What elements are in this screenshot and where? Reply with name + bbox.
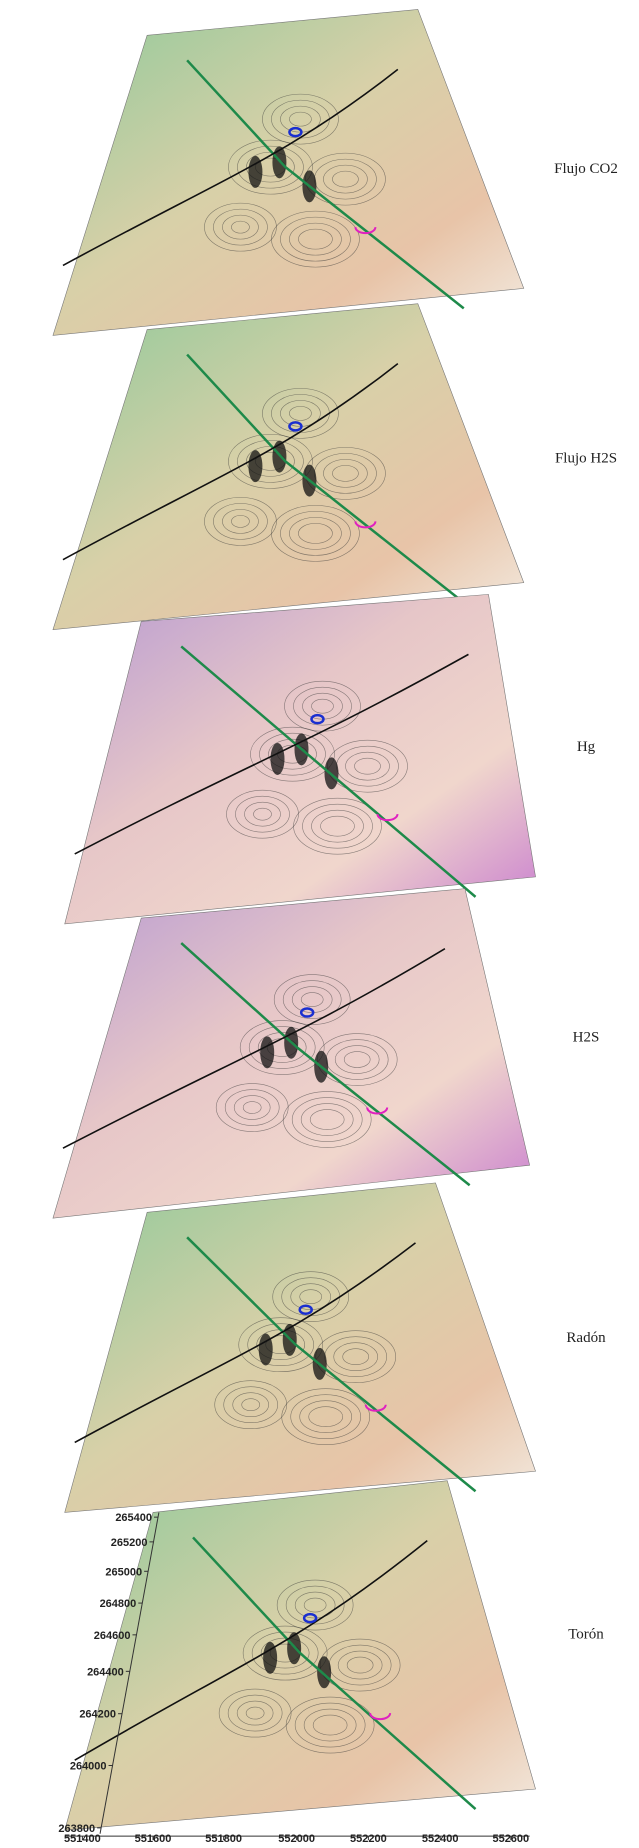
surface: [53, 9, 524, 335]
panel-label: Hg: [577, 739, 596, 755]
peak-shadow: [270, 743, 284, 775]
x-tick-label: 551800: [205, 1833, 242, 1845]
y-tick-label: 264400: [87, 1666, 124, 1678]
y-tick-label: 265000: [105, 1566, 142, 1578]
x-tick-label: 552200: [350, 1833, 387, 1845]
panel-label: Torón: [568, 1626, 604, 1642]
y-tick-label: 264000: [70, 1761, 107, 1773]
peak-shadow: [260, 1036, 274, 1068]
panel-label: Flujo CO2: [554, 161, 618, 177]
figure: Flujo CO2 Flujo H2S Hg H2S Radón Torón 265400 2…: [0, 0, 639, 1848]
x-tick-label: 552400: [422, 1833, 459, 1845]
panel-label: Radón: [566, 1330, 606, 1346]
x-tick-label: 552000: [278, 1833, 315, 1845]
panel-label: H2S: [573, 1030, 600, 1046]
y-tick-label: 265400: [115, 1512, 152, 1524]
y-tick-label: 264600: [94, 1630, 131, 1642]
peak-shadow: [317, 1656, 331, 1688]
y-tick-label: 264800: [100, 1598, 137, 1610]
y-tick-label: 265200: [111, 1537, 148, 1549]
x-tick-label: 552600: [492, 1833, 529, 1845]
x-tick-label: 551400: [64, 1833, 101, 1845]
x-tick-label: 551600: [135, 1833, 172, 1845]
panel-label: Flujo H2S: [555, 451, 617, 467]
surface: [53, 304, 524, 630]
y-tick-label: 264200: [79, 1709, 116, 1721]
